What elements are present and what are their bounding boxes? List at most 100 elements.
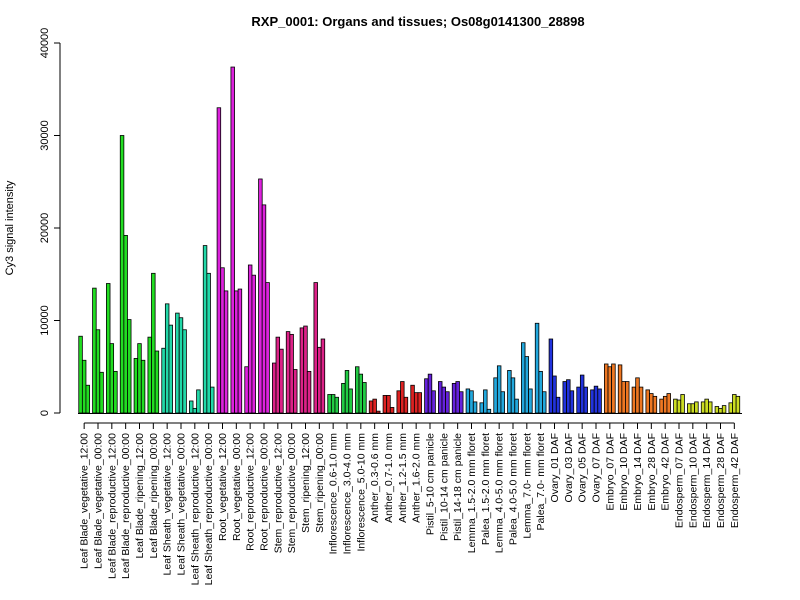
bar [330, 394, 336, 414]
bar [652, 395, 658, 414]
bar [510, 377, 516, 414]
bar [389, 407, 395, 414]
bar [258, 178, 263, 414]
category-label: Leaf Sheath_reproductive_12:00 [189, 433, 201, 586]
bar [223, 290, 229, 414]
category-label: Endosperm_14 DAF [701, 433, 713, 528]
bar [355, 366, 360, 414]
category-label: Pistil_10-14 cm panicle [438, 433, 450, 541]
bar [514, 398, 519, 414]
bar [534, 322, 540, 414]
category-label: Embryo_42 DAF [660, 433, 672, 511]
bar [593, 385, 599, 414]
y-tick-label: 0 [39, 410, 51, 416]
category-label: Leaf Sheath_vegetative_00:00 [175, 433, 187, 576]
bar [164, 303, 170, 414]
bar [576, 386, 581, 414]
category-label: Lemma_1.5-2.0 mm floret [466, 433, 478, 553]
bar [220, 267, 225, 414]
x-axis: Leaf Blade_vegetative_12:00 Leaf Blade_ve… [79, 422, 741, 586]
bar [528, 388, 533, 414]
category-label: Inflorescence_0.6-1.0 mm [328, 433, 340, 555]
category-label: Leaf Blade_vegetative_00:00 [92, 433, 104, 569]
bar [192, 407, 198, 414]
category-label: Root_reproductive_00:00 [258, 433, 270, 551]
bar [486, 408, 492, 414]
bar [676, 399, 682, 414]
bar [635, 377, 640, 414]
bar [78, 335, 83, 414]
bar [189, 400, 194, 414]
category-label: Ovary_03 DAF [563, 433, 575, 502]
bar [386, 395, 391, 414]
bar [417, 392, 422, 414]
category-label: Leaf Sheath_vegetative_12:00 [162, 433, 174, 576]
bar [649, 393, 654, 414]
bar [133, 358, 139, 414]
bar [99, 371, 104, 414]
bar [625, 381, 630, 414]
bar [376, 410, 381, 414]
category-label: Embryo_14 DAF [632, 433, 644, 511]
bar [289, 333, 294, 414]
bar [306, 370, 312, 414]
bar [327, 394, 332, 414]
bar [631, 386, 637, 414]
bars [78, 66, 742, 414]
bar [728, 402, 733, 414]
bar [358, 373, 364, 414]
category-label: Anther_0.3-0.6 mm [369, 433, 381, 523]
category-label: Lemma_4.0-5.0 mm floret [494, 433, 506, 553]
bar [590, 389, 595, 414]
category-label: Embryo_07 DAF [604, 433, 616, 511]
bar [403, 396, 409, 414]
bar [704, 398, 709, 414]
bar [524, 356, 530, 414]
bar [313, 282, 318, 414]
bar [542, 391, 547, 414]
bar [372, 398, 377, 414]
bar [348, 388, 353, 414]
bar [206, 272, 211, 414]
bar [234, 290, 239, 414]
bar [261, 204, 267, 414]
category-label: Root_vegetative_00:00 [231, 433, 243, 541]
bar [299, 327, 305, 414]
bar [579, 374, 585, 414]
bar [680, 394, 685, 414]
bar [410, 384, 415, 414]
bar [714, 406, 720, 414]
bar [455, 381, 460, 414]
category-label: Root_vegetative_12:00 [217, 433, 229, 541]
bar [687, 403, 692, 414]
bar [459, 391, 464, 414]
bar [721, 405, 727, 414]
y-axis: 0 10000 20000 30000 40000 [39, 28, 61, 416]
category-label: Pistil_14-18 cm panicle [452, 433, 464, 541]
bar [293, 369, 298, 414]
category-label: Leaf Blade_ripening_00:00 [148, 433, 160, 559]
bar [81, 359, 87, 414]
y-tick-label: 30000 [39, 120, 51, 151]
y-tick-label: 40000 [39, 28, 51, 59]
bar [538, 370, 543, 414]
category-label: Root_reproductive_12:00 [245, 433, 257, 551]
bar [445, 391, 450, 414]
category-label: Anther_1.6-2.0 mm [411, 433, 423, 523]
bar [161, 347, 166, 414]
bar [431, 390, 436, 414]
bar [427, 373, 433, 414]
bar [493, 377, 498, 414]
y-axis-label: Cy3 signal intensity [4, 180, 16, 275]
bar [182, 329, 187, 414]
category-label: Palea_4.0-5.0 mm floret [507, 433, 519, 545]
bar [285, 331, 291, 414]
category-label: Stem_ripening_00:00 [314, 433, 326, 533]
bar [382, 395, 388, 414]
bar [210, 386, 215, 414]
bar [735, 395, 741, 414]
bar [438, 381, 443, 414]
category-label: Leaf Sheath_reproductive_00:00 [203, 433, 215, 586]
bar [496, 365, 502, 414]
bar [109, 343, 115, 414]
